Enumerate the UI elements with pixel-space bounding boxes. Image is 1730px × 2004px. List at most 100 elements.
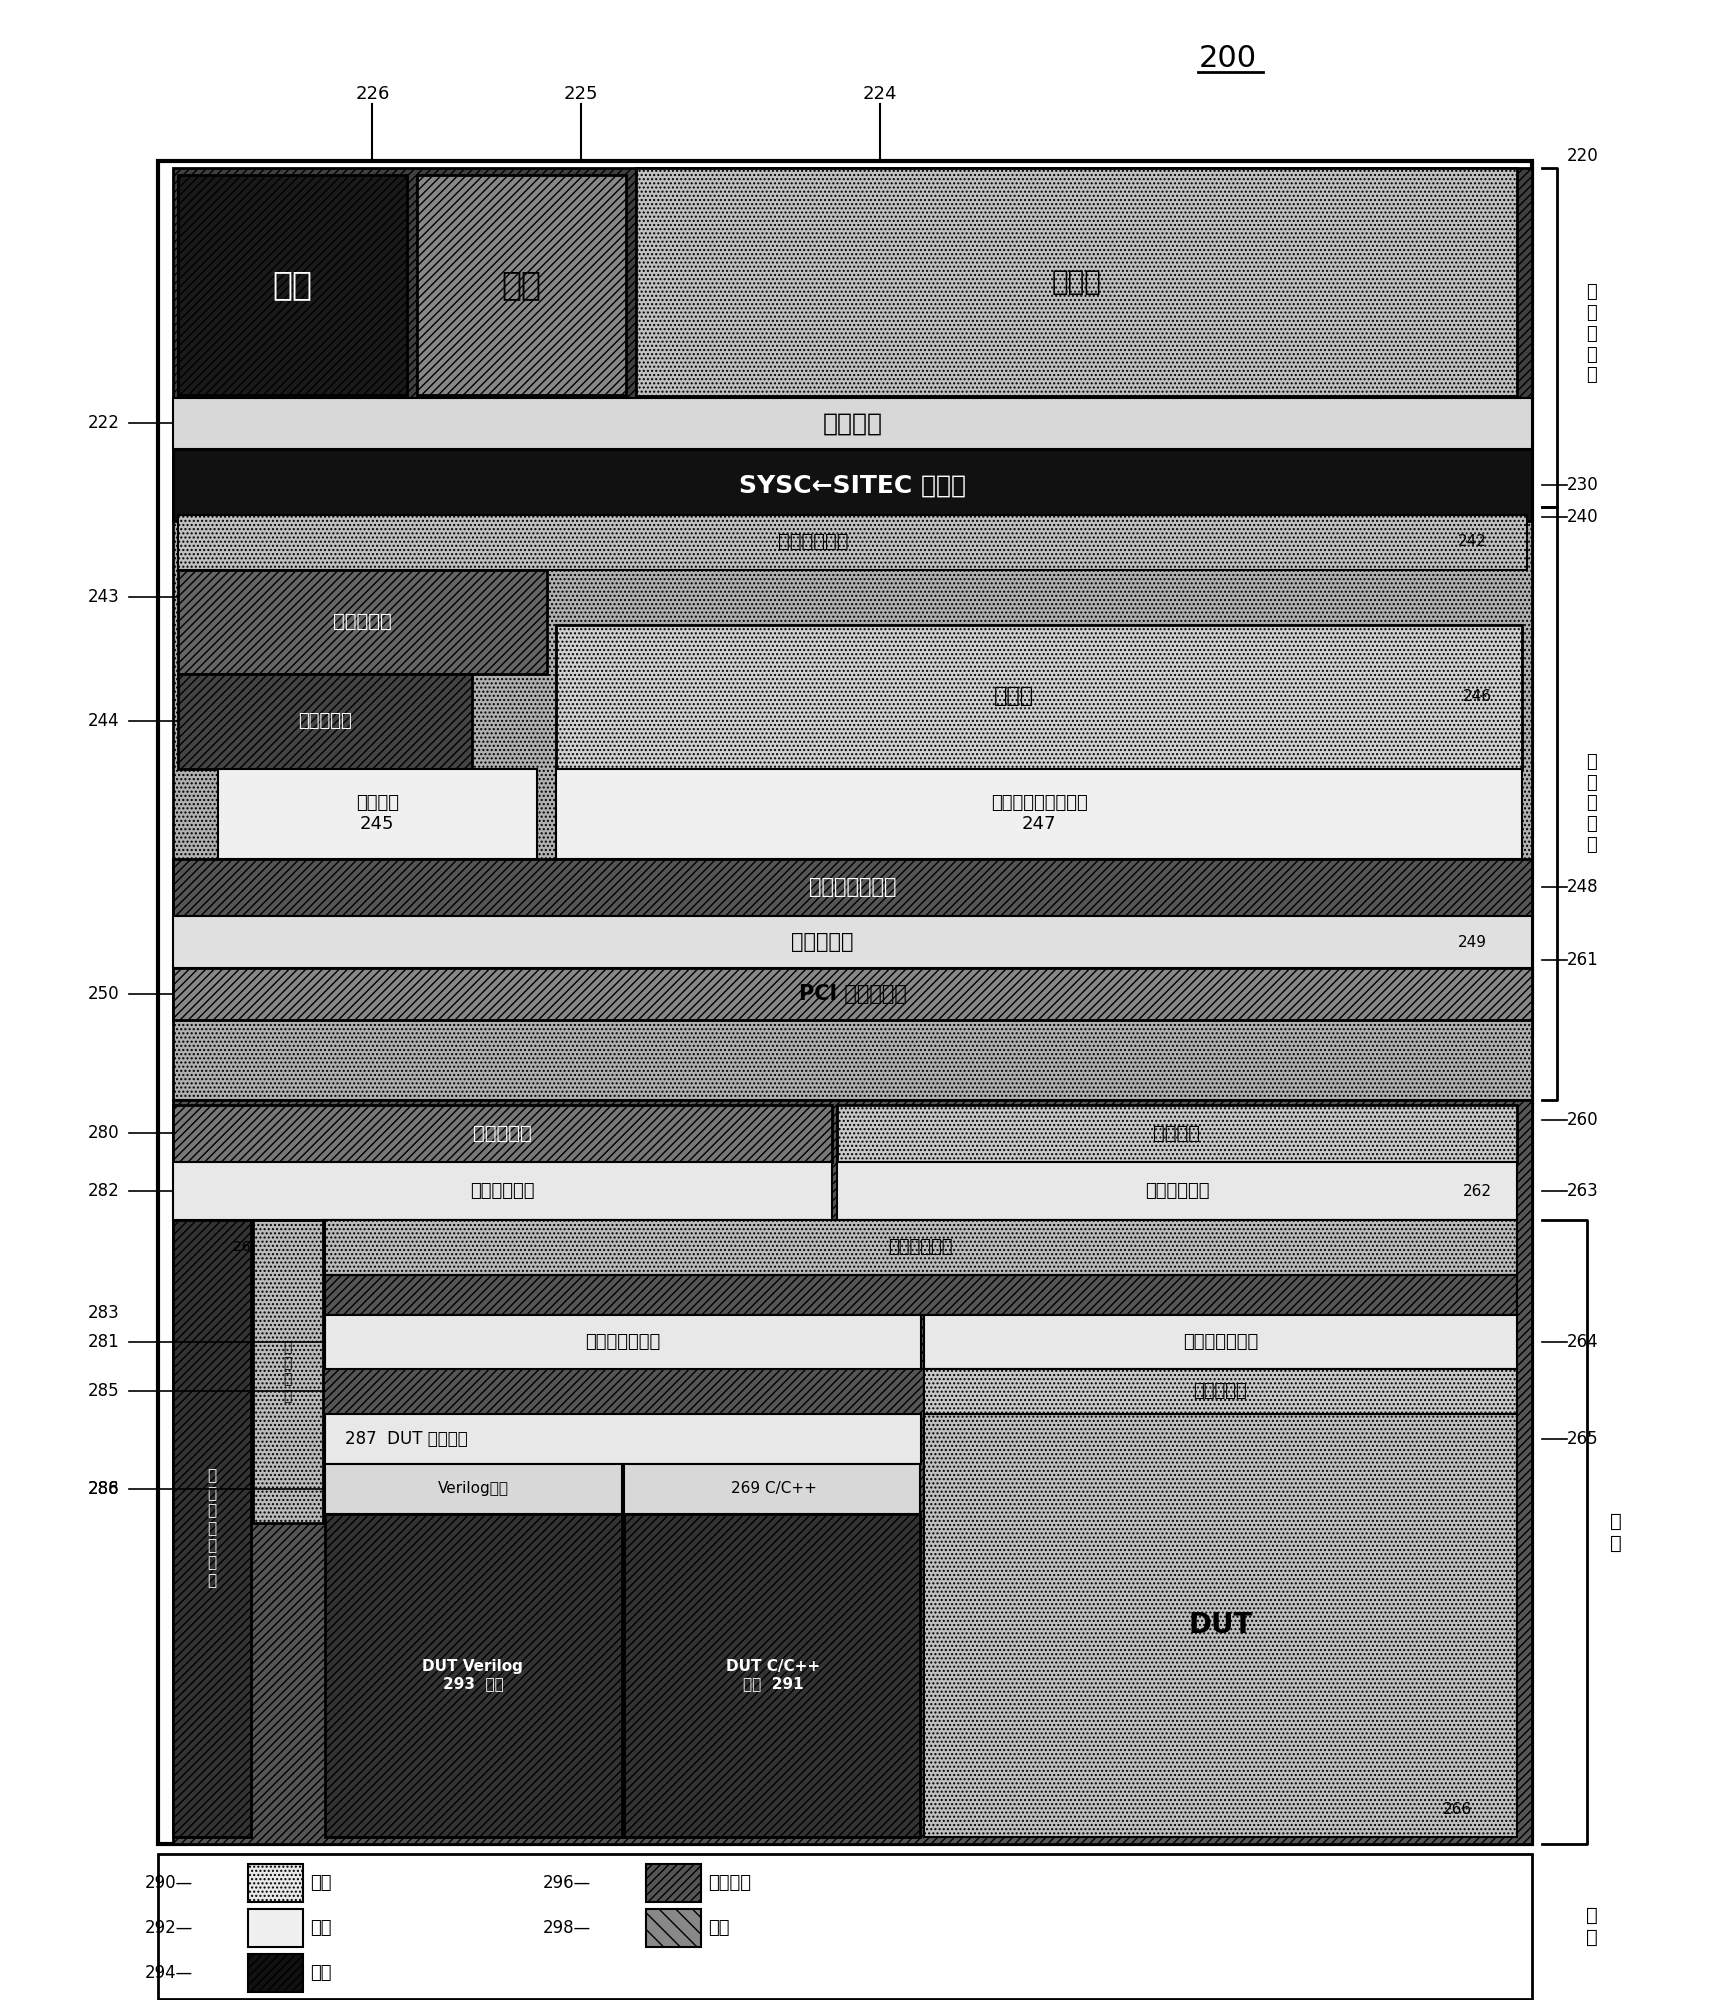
Bar <box>645 1864 701 1902</box>
Text: 硬件负载板: 硬件负载板 <box>1194 1383 1247 1401</box>
Bar <box>924 1369 1517 1415</box>
Text: 钥
匙: 钥 匙 <box>1586 1906 1597 1948</box>
Text: 265: 265 <box>1567 1431 1599 1449</box>
Text: 模块开发: 模块开发 <box>708 1874 751 1892</box>
Text: 226: 226 <box>355 84 389 102</box>
Bar <box>173 916 1531 968</box>
Bar <box>557 625 1522 770</box>
Bar <box>325 1415 920 1465</box>
Text: 290—: 290— <box>145 1874 194 1892</box>
Text: 底板插槽接口: 底板插槽接口 <box>1145 1182 1209 1200</box>
Bar <box>645 1910 701 1948</box>
Bar <box>247 1954 303 1992</box>
Text: 背板仿真接口: 背板仿真接口 <box>471 1182 535 1200</box>
Text: 硬件插槽接口: 硬件插槽接口 <box>889 1238 953 1257</box>
Text: 硬件背板: 硬件背板 <box>1154 1124 1201 1142</box>
Text: 背板仿真器: 背板仿真器 <box>474 1124 533 1142</box>
Text: 250: 250 <box>88 986 119 1004</box>
Bar <box>637 168 1517 395</box>
Text: 285: 285 <box>88 1383 119 1401</box>
Text: 负载板仿真接口: 负载板仿真接口 <box>585 1333 661 1351</box>
Text: 244: 244 <box>88 711 119 729</box>
Text: 标准接口: 标准接口 <box>822 411 882 435</box>
Text: 现
场
控
制
器: 现 场 控 制 器 <box>1586 754 1597 854</box>
Text: 288: 288 <box>88 1481 119 1497</box>
Bar <box>159 160 1531 1844</box>
Bar <box>924 1415 1517 1836</box>
Bar <box>173 1100 1531 1844</box>
Bar <box>325 1513 623 1836</box>
Text: 243: 243 <box>88 587 119 605</box>
Text: DUT: DUT <box>1189 1611 1253 1639</box>
Text: 模块命令响应器: 模块命令响应器 <box>810 878 896 898</box>
Bar <box>178 569 547 675</box>
Text: 287  DUT 仿真接口: 287 DUT 仿真接口 <box>344 1431 467 1449</box>
Text: 292—: 292— <box>145 1920 194 1938</box>
Text: 接口: 接口 <box>310 1874 330 1892</box>
Text: 264: 264 <box>1567 1333 1599 1351</box>
Bar <box>325 1315 920 1369</box>
Bar <box>178 515 1528 569</box>
Text: 282: 282 <box>88 1182 119 1200</box>
Bar <box>173 449 1531 521</box>
Text: 248: 248 <box>1567 878 1599 896</box>
Text: 262: 262 <box>1462 1184 1491 1198</box>
Text: 工具: 工具 <box>502 269 541 301</box>
Text: 200: 200 <box>1199 44 1258 74</box>
Bar <box>837 1104 1517 1162</box>
Text: DUT Verilog
293  模型: DUT Verilog 293 模型 <box>422 1659 524 1691</box>
Text: 280: 280 <box>88 1124 119 1142</box>
Text: PCI 背板驱动器: PCI 背板驱动器 <box>799 984 907 1004</box>
Bar <box>837 1162 1517 1220</box>
Bar <box>247 1864 303 1902</box>
Text: SYSC←SITEC 通信库: SYSC←SITEC 通信库 <box>739 473 965 497</box>
Text: 240: 240 <box>1567 509 1599 525</box>
Text: 框架类: 框架类 <box>995 685 1035 705</box>
Text: 242: 242 <box>1458 535 1486 549</box>
Bar <box>557 770 1522 858</box>
Bar <box>173 858 1531 916</box>
Text: 用户测试控制: 用户测试控制 <box>777 533 848 551</box>
Text: 用户测试类: 用户测试类 <box>334 611 391 631</box>
Bar <box>173 968 1531 1020</box>
Text: 225: 225 <box>564 84 599 102</box>
Text: 261: 261 <box>1567 952 1599 970</box>
Text: 224: 224 <box>863 84 898 102</box>
Text: 标准接口
245: 标准接口 245 <box>356 794 400 834</box>
Text: 26: 26 <box>234 1240 251 1255</box>
Bar <box>173 168 1531 507</box>
Text: 模块高准位命令接口
247: 模块高准位命令接口 247 <box>991 794 1088 834</box>
Bar <box>173 1162 832 1220</box>
Text: 298—: 298— <box>543 1920 592 1938</box>
Bar <box>178 176 407 395</box>
Bar <box>178 675 472 770</box>
Text: 246: 246 <box>1462 689 1491 703</box>
Text: DUT C/C++
模型  291: DUT C/C++ 模型 291 <box>727 1659 820 1691</box>
Text: 模
板
框
架: 模 板 框 架 <box>284 1341 292 1403</box>
Bar <box>159 1854 1531 1998</box>
Text: 230: 230 <box>1567 477 1599 495</box>
Text: 294—: 294— <box>145 1964 194 1982</box>
Text: 系
统
控
制
器: 系 统 控 制 器 <box>1586 283 1597 385</box>
Text: 220: 220 <box>1567 146 1599 164</box>
Text: 模
块: 模 块 <box>1611 1511 1623 1553</box>
Text: 背板通信库: 背板通信库 <box>791 932 855 952</box>
Text: 260: 260 <box>1567 1110 1599 1128</box>
Bar <box>417 176 626 395</box>
Bar <box>173 507 1531 1100</box>
Text: 222: 222 <box>88 415 119 433</box>
Bar <box>325 1220 1517 1275</box>
Bar <box>924 1315 1517 1369</box>
Text: 工具: 工具 <box>273 269 313 301</box>
Text: 281: 281 <box>88 1333 119 1351</box>
Bar <box>247 1910 303 1948</box>
Bar <box>173 1220 251 1836</box>
Text: 用户: 用户 <box>310 1920 330 1938</box>
Text: 负载板硬件接口: 负载板硬件接口 <box>1183 1333 1258 1351</box>
Text: 286: 286 <box>88 1481 119 1497</box>
Text: 系统: 系统 <box>310 1964 330 1982</box>
Bar <box>218 770 536 858</box>
Text: 249: 249 <box>1458 934 1486 950</box>
Text: 软
件
模
块
仿
真
器: 软 件 模 块 仿 真 器 <box>208 1469 216 1587</box>
Text: 269 C/C++: 269 C/C++ <box>730 1481 817 1497</box>
